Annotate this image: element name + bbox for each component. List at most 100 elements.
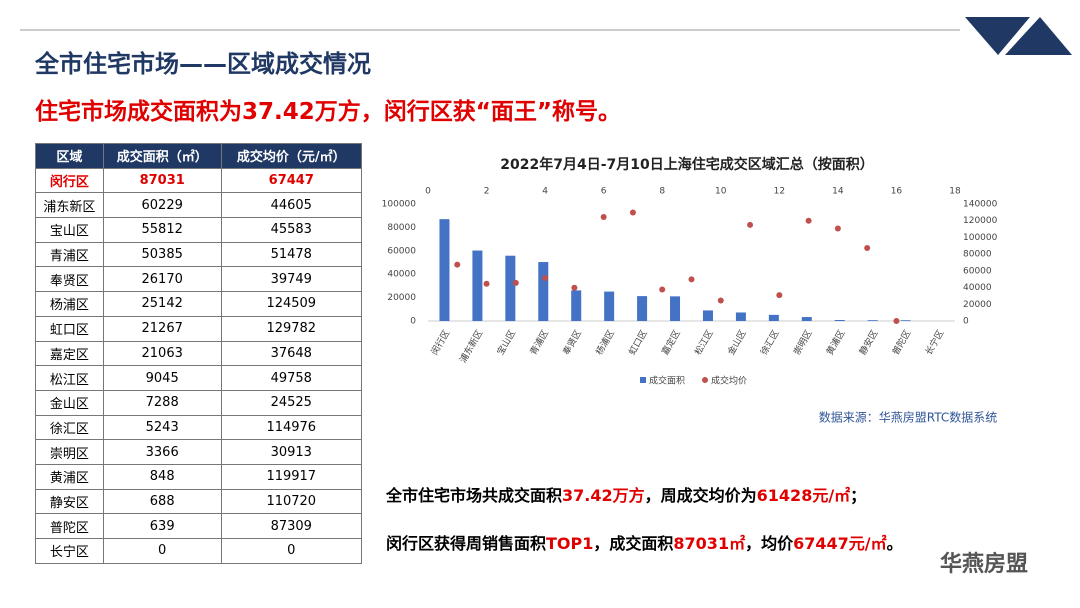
x2-tick-label: 14 bbox=[832, 187, 844, 197]
bar bbox=[735, 312, 746, 321]
cell: 26170 bbox=[102, 266, 222, 293]
y2-tick-label: 80000 bbox=[963, 250, 992, 260]
x2-tick-label: 6 bbox=[601, 187, 607, 197]
x-tick-label: 静安区 bbox=[857, 328, 881, 357]
x2-tick-label: 4 bbox=[542, 187, 548, 197]
summary-text: ； bbox=[850, 486, 867, 505]
y-tick-label: 0 bbox=[410, 317, 416, 327]
x2-tick-label: 2 bbox=[484, 187, 490, 197]
bar bbox=[505, 255, 516, 321]
table-row: 杨浦区 25142 124509 bbox=[35, 291, 363, 317]
x2-tick-label: 16 bbox=[891, 187, 903, 197]
legend-label: 成交面积 bbox=[649, 375, 685, 387]
summary-text: 闵行区获得周销售面积 bbox=[386, 534, 547, 553]
y-tick-label: 80000 bbox=[387, 223, 416, 233]
y2-tick-label: 20000 bbox=[963, 300, 992, 310]
cell: 21267 bbox=[102, 315, 222, 342]
x-tick-label: 徐汇区 bbox=[758, 328, 782, 357]
x-tick-label: 崇明区 bbox=[792, 328, 815, 357]
table-row: 闵行区 87031 67447 bbox=[35, 167, 363, 194]
table-row: 嘉定区 21063 37648 bbox=[35, 340, 363, 367]
bar bbox=[472, 250, 483, 321]
x-tick-label: 虹口区 bbox=[627, 328, 650, 357]
summary-text: 67447元/㎡ bbox=[793, 534, 887, 553]
cell: 5243 bbox=[102, 414, 222, 441]
table-row: 虹口区 21267 129782 bbox=[35, 315, 363, 342]
source: 数据来源：华燕房盟RTC数据系统 bbox=[819, 410, 997, 425]
cell: 闵行区 bbox=[35, 167, 104, 194]
table-row: 浦东新区 60229 44605 bbox=[35, 192, 363, 219]
y2-tick-label: 40000 bbox=[963, 283, 992, 293]
dot bbox=[512, 279, 519, 286]
bar bbox=[702, 310, 713, 321]
table-row: 青浦区 50385 51478 bbox=[35, 241, 363, 268]
dot bbox=[747, 221, 754, 228]
dot bbox=[454, 261, 461, 268]
bar bbox=[900, 320, 911, 321]
x2-tick-label: 12 bbox=[774, 187, 785, 197]
y2-tick-label: 0 bbox=[963, 317, 969, 327]
bar bbox=[571, 290, 582, 321]
cell: 37648 bbox=[220, 340, 363, 367]
cell: 60229 bbox=[102, 192, 222, 219]
x-tick-label: 嘉定区 bbox=[659, 328, 683, 357]
cell: 848 bbox=[102, 463, 222, 490]
cell: 浦东新区 bbox=[35, 192, 104, 219]
bar bbox=[670, 296, 681, 321]
cell: 110720 bbox=[220, 488, 363, 515]
title: 全市住宅市场——区域成交情况 bbox=[35, 50, 371, 78]
bar bbox=[867, 320, 878, 321]
summary-text: 全市住宅市场共成交面积 bbox=[386, 486, 563, 505]
y2-tick-label: 60000 bbox=[963, 266, 992, 276]
cell: 39749 bbox=[220, 266, 363, 293]
summary-line: 全市住宅市场共成交面积37.42万方，周成交均价为61428元/㎡； bbox=[386, 482, 866, 506]
dot bbox=[629, 209, 636, 216]
cell: 49758 bbox=[220, 365, 363, 391]
cell: 55812 bbox=[102, 217, 222, 243]
cell: 松江区 bbox=[35, 365, 104, 391]
bar bbox=[538, 262, 549, 321]
dot bbox=[688, 276, 695, 283]
chart-title: 2022年7月4日-7月10日上海住宅成交区域汇总（按面积） bbox=[500, 156, 873, 173]
cell: 黄浦区 bbox=[35, 463, 104, 490]
table-row: 宝山区 55812 45583 bbox=[35, 217, 363, 243]
table-row: 长宁区 0 0 bbox=[35, 538, 363, 564]
table-row: 静安区 688 110720 bbox=[35, 488, 363, 515]
x-tick-label: 浦东新区 bbox=[457, 328, 485, 365]
table-row: 普陀区 639 87309 bbox=[35, 513, 363, 539]
x-tick-label: 闵行区 bbox=[428, 328, 452, 357]
table-row: 黄浦区 848 119917 bbox=[35, 463, 363, 490]
x2-tick-label: 0 bbox=[425, 187, 431, 197]
cell: 50385 bbox=[102, 241, 222, 268]
summary-text: TOP1 bbox=[546, 534, 594, 553]
dot bbox=[600, 213, 607, 220]
y-tick-label: 100000 bbox=[382, 200, 417, 210]
x-tick-label: 长宁区 bbox=[922, 328, 946, 357]
dot bbox=[864, 245, 871, 252]
summary-text: ，成交面积 bbox=[593, 534, 674, 553]
cell: 青浦区 bbox=[35, 241, 104, 268]
x-tick-label: 杨浦区 bbox=[593, 328, 617, 357]
y2-tick-label: 120000 bbox=[963, 216, 998, 226]
cell: 114976 bbox=[220, 414, 363, 441]
dot bbox=[893, 318, 900, 324]
x-tick-label: 奉贤区 bbox=[560, 328, 584, 357]
x-tick-label: 金山区 bbox=[725, 328, 749, 357]
dot bbox=[717, 297, 724, 304]
dot bbox=[542, 274, 549, 281]
y-tick-label: 60000 bbox=[387, 246, 416, 256]
y2-tick-label: 140000 bbox=[963, 200, 998, 210]
y2-tick-label: 100000 bbox=[963, 233, 998, 243]
summary-text: ，周成交均价为 bbox=[644, 486, 757, 505]
bar bbox=[834, 320, 845, 321]
cell: 129782 bbox=[220, 315, 363, 342]
cell: 0 bbox=[220, 538, 363, 564]
bar bbox=[768, 314, 779, 321]
cell: 虹口区 bbox=[35, 315, 104, 342]
cell: 44605 bbox=[220, 192, 363, 219]
bar bbox=[604, 291, 615, 321]
brand: 华燕房盟 bbox=[940, 552, 1029, 577]
